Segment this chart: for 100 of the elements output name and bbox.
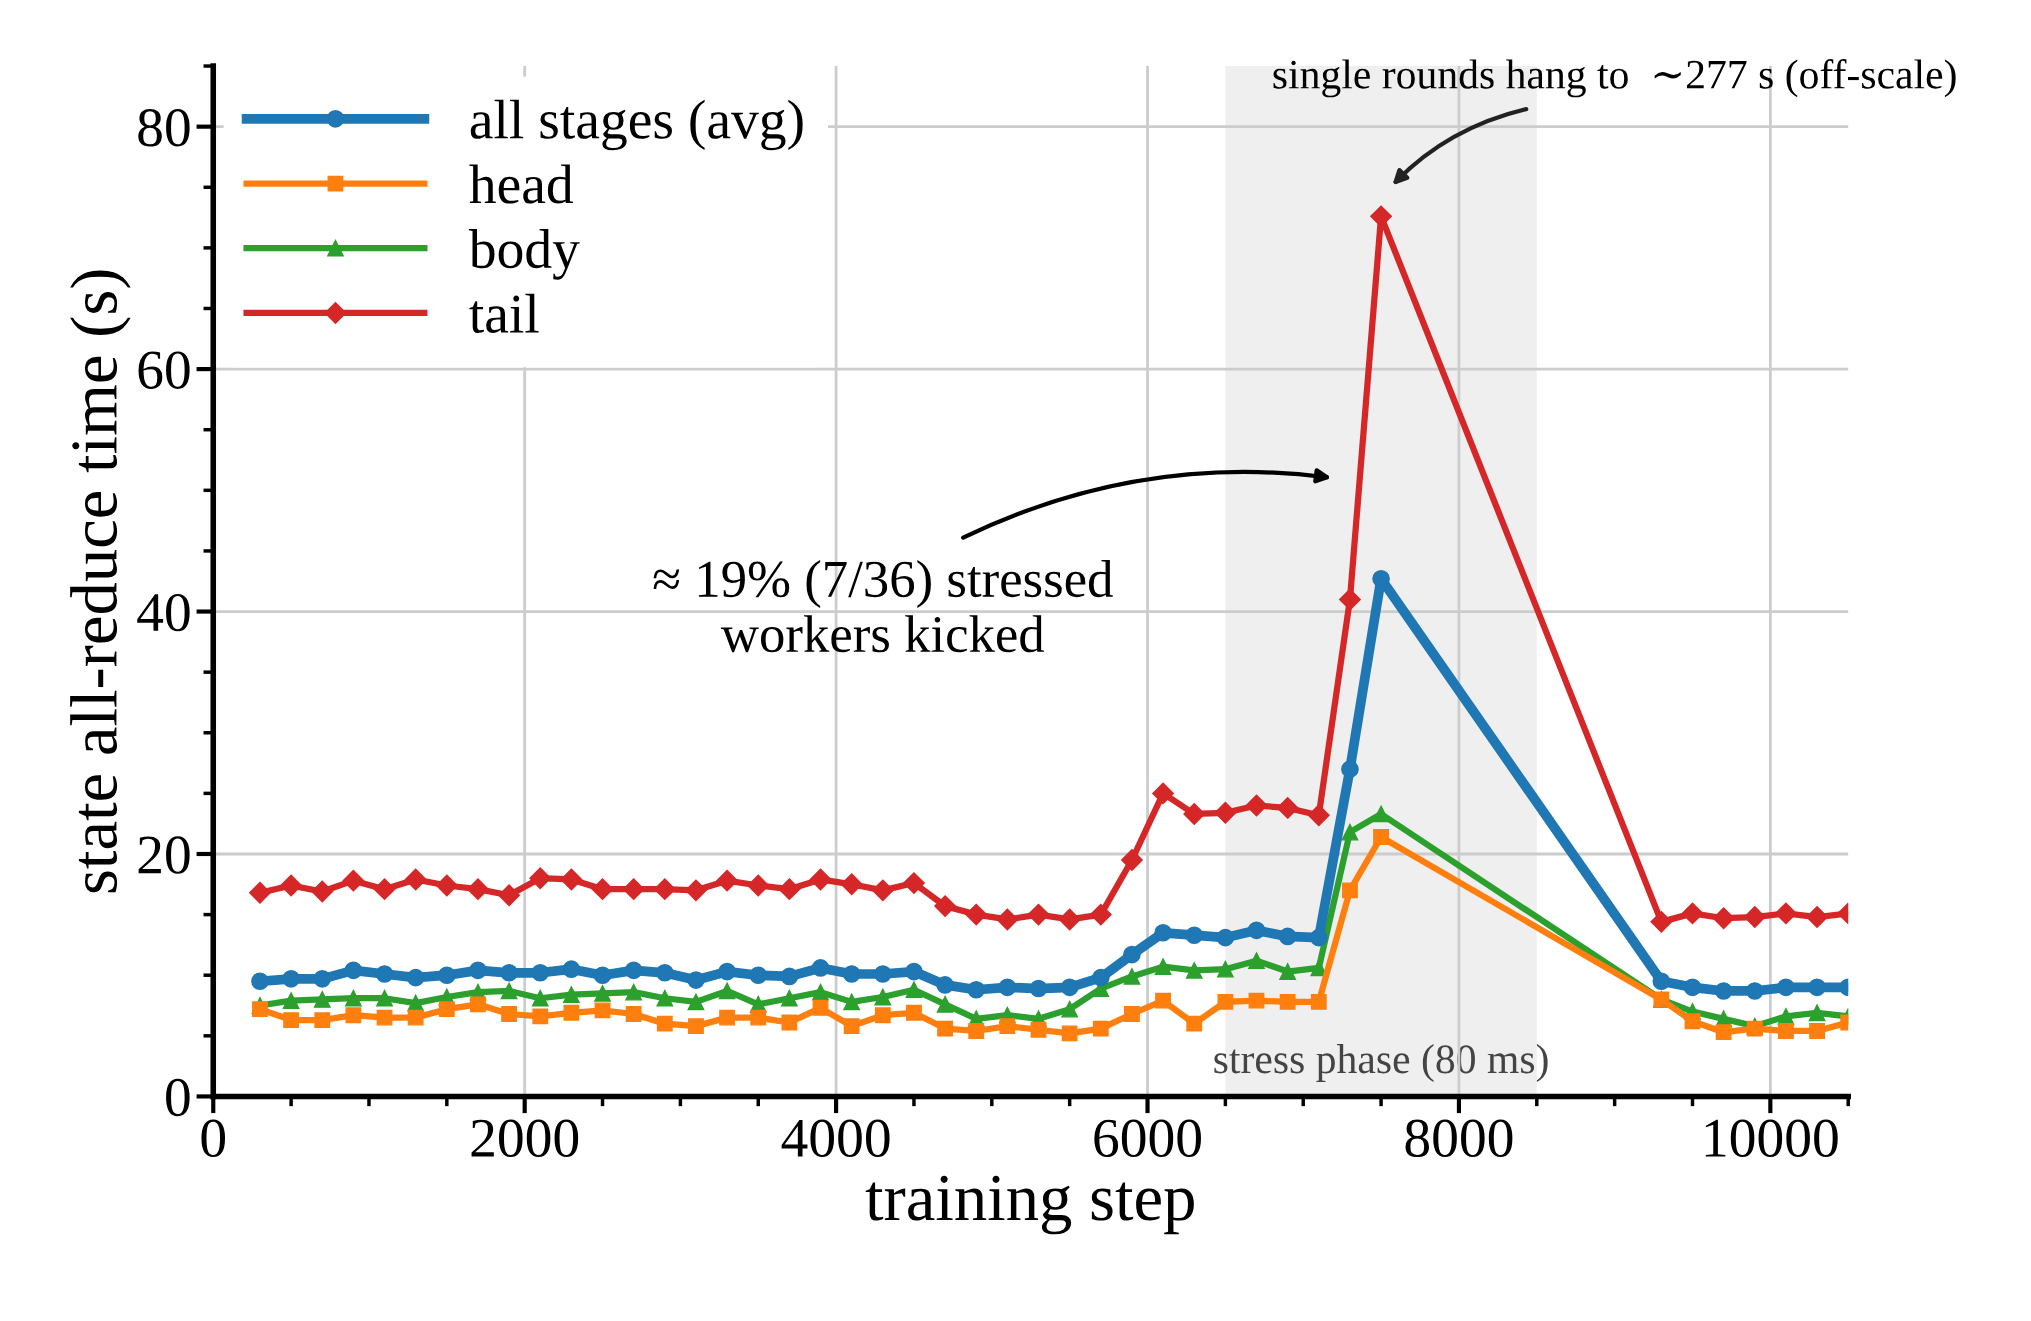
point [778,878,801,901]
point [500,963,518,982]
point [1279,993,1296,1010]
y-tick-label: 80 [138,108,190,147]
point [965,903,988,926]
point [1808,1004,1826,1022]
x-axis-title: training step [865,1175,1194,1235]
point [873,965,892,983]
point [1778,1023,1794,1039]
point [470,996,486,1013]
point [1060,978,1079,997]
point [1650,910,1673,933]
point [314,1012,331,1028]
point [406,968,425,987]
point [1030,1021,1047,1038]
point [874,1007,891,1024]
point [1652,972,1671,991]
point [1089,903,1112,926]
point [812,1000,829,1016]
point [1775,902,1797,925]
point [1777,978,1795,997]
point [529,867,552,890]
point [532,1008,549,1025]
point [967,980,986,999]
x-tick-label: 10000 [1705,1119,1838,1158]
point [936,976,954,994]
point [594,1002,611,1019]
point [1154,923,1172,942]
point [1061,1000,1079,1018]
point [811,959,830,977]
point [1248,952,1265,970]
point [843,1018,860,1035]
point [1058,908,1081,931]
y-tick-label: 20 [138,836,190,874]
point [1808,978,1826,997]
point [531,989,549,1007]
point [934,895,957,918]
point [435,874,458,897]
point [1339,588,1361,611]
point [781,1014,798,1031]
point [1185,926,1204,945]
point [996,908,1019,931]
x-tick-label: 4000 [781,1119,890,1158]
point [594,985,611,1002]
point [1123,945,1141,964]
point [780,967,799,986]
point [313,991,331,1008]
point [656,989,674,1007]
point [375,965,394,983]
point [1214,801,1237,824]
point [1745,982,1764,1000]
point [313,970,332,988]
point [1124,1006,1140,1022]
point [345,1007,362,1024]
point [1029,979,1048,998]
point [407,1009,424,1026]
point [809,868,832,891]
point [560,868,583,891]
point [1341,823,1359,841]
x-tick-label: 0 [201,1119,226,1158]
point [282,992,300,1010]
point [718,962,736,981]
point [1683,978,1702,997]
point [656,1015,673,1032]
y-tick-label: 40 [137,593,190,632]
point [1372,805,1390,823]
point [840,873,863,896]
annotation: single rounds hang to ∼277 s (off-scale) [1273,59,1956,98]
point [1307,804,1330,827]
point [1152,782,1174,805]
point [968,1023,985,1039]
point [998,978,1017,997]
point [1276,797,1299,819]
point [311,880,334,903]
point [1278,927,1297,946]
point [1743,906,1766,928]
point [685,879,707,902]
point [687,993,705,1011]
point [1341,760,1359,778]
point [874,988,892,1006]
point [1154,958,1172,976]
point [1092,1020,1109,1037]
point [747,874,770,897]
point [376,989,393,1007]
point [1373,829,1389,845]
point [467,878,489,901]
point [1061,1025,1078,1042]
legend-label: tail [469,293,539,333]
point [345,989,362,1007]
point [249,881,271,904]
x-tick-label: 8000 [1405,1119,1513,1158]
point [1245,794,1268,817]
point [373,878,396,901]
point [719,1009,736,1026]
point [1216,928,1235,947]
point [688,1018,704,1035]
point [1217,993,1234,1010]
point [251,972,269,991]
point [1714,982,1733,1000]
point [1155,992,1172,1009]
